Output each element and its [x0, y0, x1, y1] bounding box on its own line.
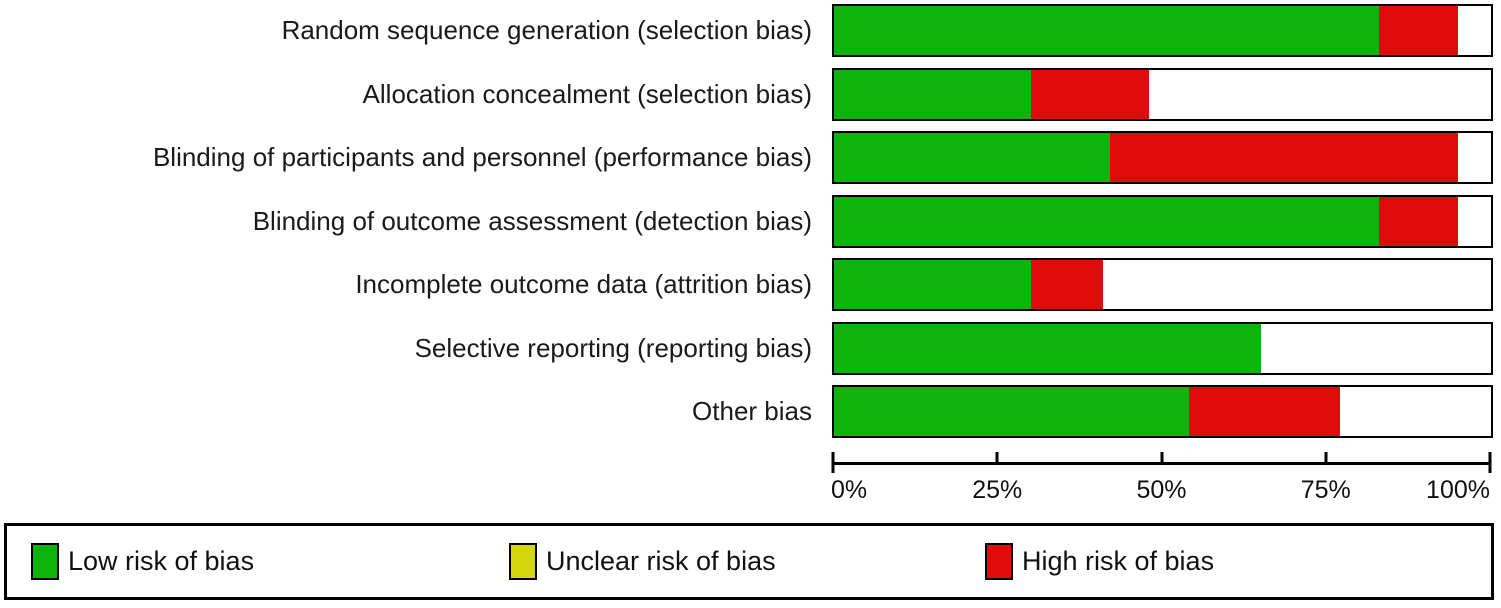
- high-risk-segment: [1031, 69, 1150, 119]
- legend-item-low: Low risk of bias: [31, 526, 254, 597]
- axis-tick-label: 0%: [831, 476, 868, 504]
- axis-tick-label: 50%: [1136, 476, 1187, 504]
- chart-row: Incomplete outcome data (attrition bias): [0, 258, 1493, 311]
- legend: Low risk of bias Unclear risk of bias Hi…: [4, 523, 1494, 600]
- axis-tick-label: 75%: [1300, 476, 1351, 504]
- unclear-risk-swatch: [509, 543, 537, 580]
- stacked-bar: [832, 321, 1493, 375]
- bar-rows: Random sequence generation (selection bi…: [0, 4, 1493, 438]
- category-label: Blinding of outcome assessment (detectio…: [252, 205, 812, 236]
- axis-tick: [1160, 452, 1163, 465]
- axis-tick: [995, 452, 999, 465]
- high-risk-segment: [1031, 260, 1104, 309]
- low-risk-segment: [834, 133, 1110, 182]
- chart-row: Blinding of outcome assessment (detectio…: [0, 194, 1493, 248]
- high-risk-segment: [1379, 196, 1459, 246]
- stacked-bar: [832, 4, 1493, 57]
- low-risk-segment: [834, 387, 1189, 436]
- high-risk-segment: [1109, 133, 1459, 182]
- chart-row: Selective reporting (reporting bias): [0, 321, 1493, 375]
- category-label: Random sequence generation (selection bi…: [281, 15, 812, 46]
- legend-label: Low risk of bias: [68, 546, 255, 576]
- axis-tick: [831, 452, 835, 473]
- stacked-bar: [832, 385, 1493, 438]
- category-label: Other bias: [692, 396, 812, 427]
- category-label: Incomplete outcome data (attrition bias): [355, 269, 812, 300]
- low-risk-segment: [834, 260, 1032, 309]
- legend-label: Unclear risk of bias: [546, 546, 776, 576]
- chart-row: Blinding of participants and personnel (…: [0, 131, 1493, 184]
- category-label: Blinding of participants and personnel (…: [152, 142, 812, 173]
- legend-label: High risk of bias: [1022, 546, 1215, 576]
- chart-row: Other bias: [0, 385, 1493, 438]
- chart-row: Allocation concealment (selection bias): [0, 67, 1493, 121]
- low-risk-segment: [834, 69, 1032, 119]
- category-label: Selective reporting (reporting bias): [414, 332, 812, 363]
- high-risk-segment: [1379, 6, 1459, 55]
- axis-tick-label: 100%: [1426, 476, 1490, 504]
- axis-tick-label: 25%: [972, 476, 1023, 504]
- chart-row: Random sequence generation (selection bi…: [0, 4, 1493, 57]
- low-risk-segment: [834, 6, 1380, 55]
- stacked-bar: [832, 258, 1493, 311]
- high-risk-swatch: [985, 543, 1013, 580]
- legend-item-high: High risk of bias: [985, 526, 1214, 597]
- high-risk-segment: [1188, 387, 1340, 436]
- low-risk-segment: [834, 323, 1262, 373]
- x-axis: 0% 25% 50% 75% 100%: [831, 452, 1492, 508]
- low-risk-swatch: [31, 543, 59, 580]
- low-risk-segment: [834, 196, 1380, 246]
- stacked-bar: [832, 67, 1493, 121]
- axis-tick: [1488, 452, 1492, 473]
- legend-item-unclear: Unclear risk of bias: [509, 526, 776, 597]
- stacked-bar: [832, 194, 1493, 248]
- stacked-bar: [832, 131, 1493, 184]
- axis-tick: [1324, 452, 1328, 465]
- category-label: Allocation concealment (selection bias): [362, 78, 812, 109]
